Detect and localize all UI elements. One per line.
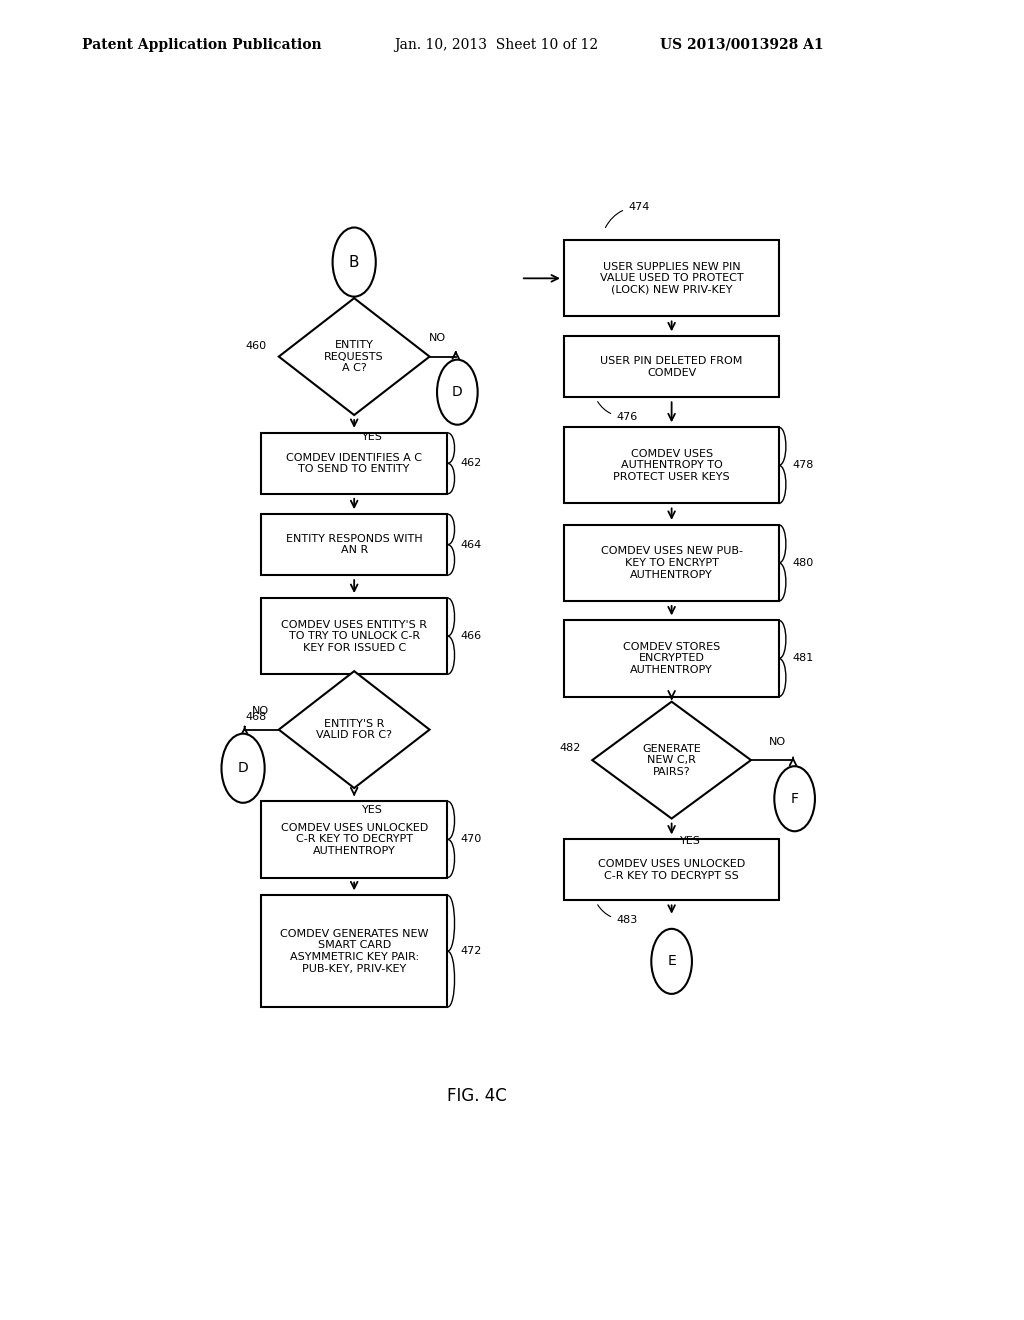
Text: COMDEV USES ENTITY'S R
TO TRY TO UNLOCK C-R
KEY FOR ISSUED C: COMDEV USES ENTITY'S R TO TRY TO UNLOCK …: [282, 619, 427, 652]
Ellipse shape: [333, 227, 376, 297]
Bar: [564, 525, 779, 601]
Bar: [261, 433, 447, 494]
Text: COMDEV STORES
ENCRYPTED
AUTHENTROPY: COMDEV STORES ENCRYPTED AUTHENTROPY: [623, 642, 720, 675]
Text: 478: 478: [793, 461, 814, 470]
Text: COMDEV USES UNLOCKED
C-R KEY TO DECRYPT SS: COMDEV USES UNLOCKED C-R KEY TO DECRYPT …: [598, 859, 745, 880]
Bar: [564, 840, 779, 900]
Bar: [564, 240, 779, 317]
Ellipse shape: [651, 929, 692, 994]
Text: NO: NO: [252, 706, 269, 717]
Text: B: B: [349, 255, 359, 269]
Text: COMDEV IDENTIFIES A C
TO SEND TO ENTITY: COMDEV IDENTIFIES A C TO SEND TO ENTITY: [286, 453, 422, 474]
Text: 460: 460: [246, 342, 267, 351]
Text: 470: 470: [461, 834, 482, 845]
Text: Patent Application Publication: Patent Application Publication: [82, 38, 322, 51]
Text: YES: YES: [680, 836, 700, 846]
Text: Jan. 10, 2013  Sheet 10 of 12: Jan. 10, 2013 Sheet 10 of 12: [394, 38, 598, 51]
Text: COMDEV USES UNLOCKED
C-R KEY TO DECRYPT
AUTHENTROPY: COMDEV USES UNLOCKED C-R KEY TO DECRYPT …: [281, 822, 428, 855]
Bar: [564, 337, 779, 397]
Polygon shape: [592, 702, 751, 818]
Text: COMDEV GENERATES NEW
SMART CARD
ASYMMETRIC KEY PAIR:
PUB-KEY, PRIV-KEY: COMDEV GENERATES NEW SMART CARD ASYMMETR…: [280, 929, 428, 974]
Text: US 2013/0013928 A1: US 2013/0013928 A1: [660, 38, 824, 51]
Text: 472: 472: [461, 946, 482, 956]
Text: USER PIN DELETED FROM
COMDEV: USER PIN DELETED FROM COMDEV: [600, 356, 742, 378]
Text: ENTITY
REQUESTS
A C?: ENTITY REQUESTS A C?: [325, 341, 384, 374]
Text: D: D: [452, 385, 463, 399]
Polygon shape: [279, 671, 430, 788]
Ellipse shape: [437, 359, 477, 425]
Bar: [261, 598, 447, 675]
Text: 480: 480: [793, 558, 813, 568]
Text: D: D: [238, 762, 249, 775]
Text: E: E: [668, 954, 676, 969]
Text: YES: YES: [362, 433, 383, 442]
Ellipse shape: [774, 766, 815, 832]
Bar: [261, 895, 447, 1007]
Bar: [564, 620, 779, 697]
Text: 482: 482: [559, 743, 581, 752]
Text: NO: NO: [769, 737, 785, 747]
Text: COMDEV USES NEW PUB-
KEY TO ENCRYPT
AUTHENTROPY: COMDEV USES NEW PUB- KEY TO ENCRYPT AUTH…: [601, 546, 742, 579]
Text: YES: YES: [362, 805, 383, 816]
Text: FIG. 4C: FIG. 4C: [447, 1086, 507, 1105]
Text: ENTITY RESPONDS WITH
AN R: ENTITY RESPONDS WITH AN R: [286, 533, 423, 556]
Text: 462: 462: [461, 458, 482, 469]
Text: 464: 464: [461, 540, 482, 549]
Text: 468: 468: [246, 713, 267, 722]
Bar: [261, 515, 447, 576]
Text: USER SUPPLIES NEW PIN
VALUE USED TO PROTECT
(LOCK) NEW PRIV-KEY: USER SUPPLIES NEW PIN VALUE USED TO PROT…: [600, 261, 743, 294]
Ellipse shape: [221, 734, 264, 803]
Text: F: F: [791, 792, 799, 805]
Text: 481: 481: [793, 653, 813, 664]
Text: 466: 466: [461, 631, 482, 642]
Text: NO: NO: [429, 334, 446, 343]
Text: COMDEV USES
AUTHENTROPY TO
PROTECT USER KEYS: COMDEV USES AUTHENTROPY TO PROTECT USER …: [613, 449, 730, 482]
Text: 483: 483: [598, 904, 637, 925]
Text: 474: 474: [605, 202, 649, 227]
Text: ENTITY'S R
VALID FOR C?: ENTITY'S R VALID FOR C?: [316, 719, 392, 741]
Text: GENERATE
NEW C,R
PAIRS?: GENERATE NEW C,R PAIRS?: [642, 743, 701, 776]
Text: 476: 476: [598, 401, 637, 421]
Bar: [564, 428, 779, 503]
Polygon shape: [279, 298, 430, 414]
Bar: [261, 801, 447, 878]
